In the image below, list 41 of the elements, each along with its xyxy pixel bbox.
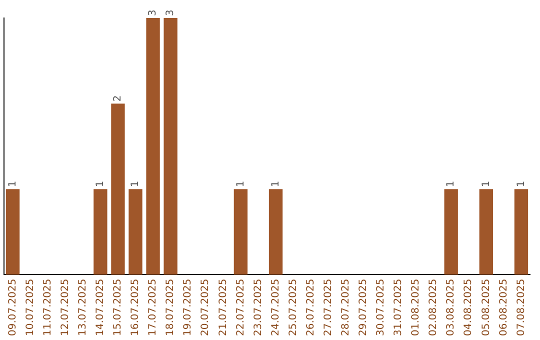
- x-tick-label: 21.07.2025: [218, 278, 229, 336]
- data-label: 1: [270, 180, 282, 188]
- x-tick-label: 27.07.2025: [322, 278, 334, 336]
- x-tick-label: 24.07.2025: [270, 278, 282, 336]
- x-tick-label: 02.08.2025: [428, 278, 440, 336]
- data-label: 1: [516, 180, 527, 188]
- x-tick-label: 04.08.2025: [463, 278, 474, 336]
- data-label: 1: [130, 180, 142, 188]
- data-label: 3: [148, 10, 159, 16]
- data-label: 2: [112, 95, 124, 102]
- data-label: 1: [446, 180, 457, 188]
- x-tick-label: 11.07.2025: [42, 278, 54, 336]
- data-label: 3: [165, 10, 176, 16]
- x-tick-label: 29.07.2025: [358, 278, 370, 336]
- x-tick-label: 17.07.2025: [148, 278, 159, 336]
- x-tick-label: 19.07.2025: [182, 278, 194, 336]
- x-tick-label: 06.08.2025: [498, 278, 510, 336]
- x-tick-label: 10.07.2025: [24, 278, 36, 336]
- x-tick-label: 03.08.2025: [446, 278, 457, 336]
- x-tick-label: 30.07.2025: [376, 278, 387, 336]
- data-label: 1: [7, 180, 18, 188]
- x-tick-label: 31.07.2025: [393, 278, 404, 336]
- x-tick-label: 20.07.2025: [200, 278, 212, 336]
- x-tick-label: 18.07.2025: [165, 278, 176, 336]
- x-tick-label: 05.08.2025: [480, 278, 492, 336]
- x-tick-label: 16.07.2025: [130, 278, 142, 336]
- x-tick-label: 12.07.2025: [60, 278, 71, 336]
- x-tick-label: 23.07.2025: [252, 278, 264, 336]
- x-tick-label: 26.07.2025: [305, 278, 316, 336]
- x-tick-label: 14.07.2025: [95, 278, 106, 336]
- data-label: 1: [480, 180, 492, 188]
- x-tick-label: 28.07.2025: [340, 278, 352, 336]
- x-tick-label: 13.07.2025: [77, 278, 88, 336]
- x-tick-label: 07.08.2025: [516, 278, 527, 336]
- data-label: 1: [95, 180, 106, 188]
- x-tick-label: 01.08.2025: [410, 278, 422, 336]
- x-tick-label: 22.07.2025: [235, 278, 246, 336]
- x-tick-label: 15.07.2025: [112, 278, 124, 336]
- x-tick-label: 25.07.2025: [288, 278, 299, 336]
- x-tick-label: 09.07.2025: [7, 278, 18, 336]
- data-label: 1: [235, 180, 246, 188]
